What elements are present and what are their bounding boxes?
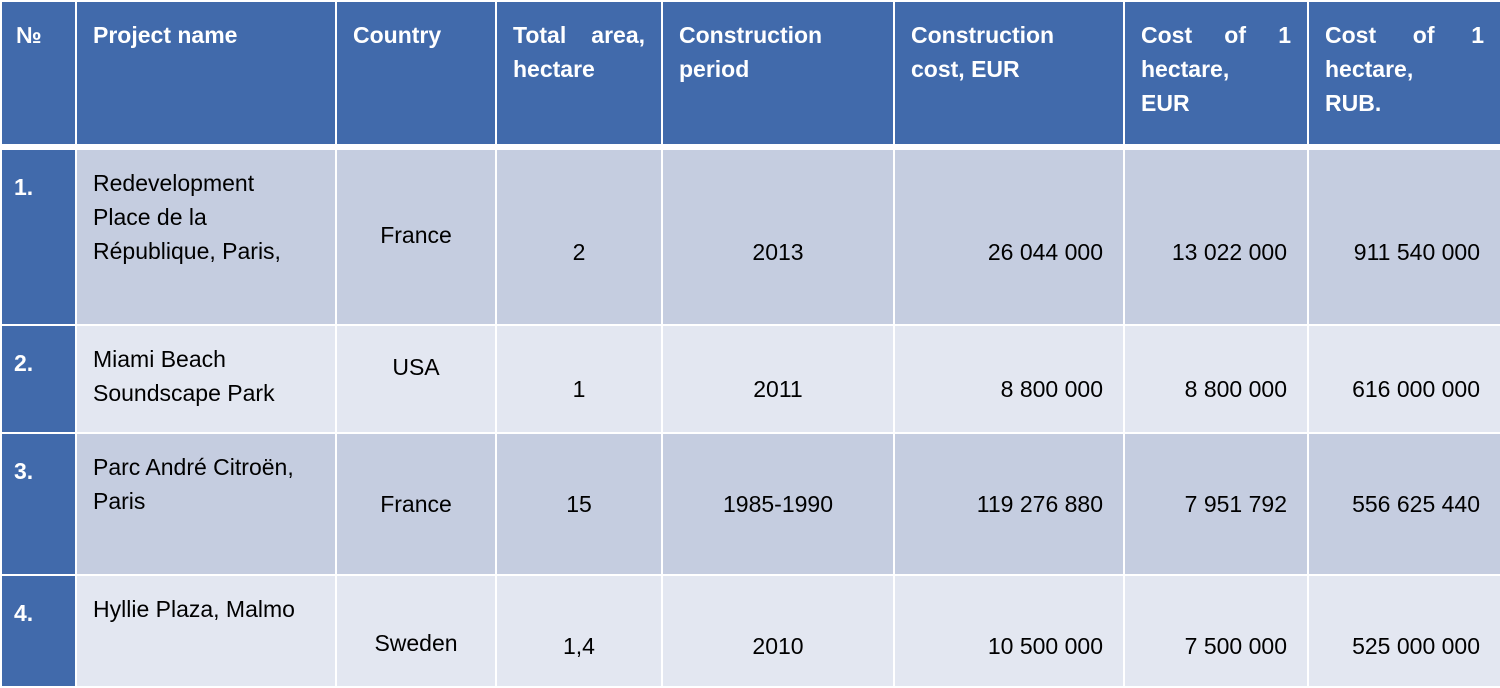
project-name-line: Redevelopment [93, 170, 255, 196]
header-cost-eur-line: EUR [1141, 90, 1190, 116]
table-row: 2. Miami Beach Soundscape Park USA 1 201… [0, 324, 1500, 434]
total-area-cell: 2 [495, 146, 663, 326]
header-number: № [0, 0, 77, 148]
header-country: Country [335, 0, 497, 148]
total-area-cell: 1,4 [495, 574, 663, 688]
construction-cost-cell: 8 800 000 [893, 324, 1125, 434]
row-number: 2. [0, 324, 77, 434]
header-cost-per-hectare-rub: Cost of 1 hectare, RUB. [1307, 0, 1500, 148]
country-cell: France [335, 146, 497, 326]
header-cost-rub-line: hectare, [1325, 56, 1414, 82]
project-name-cell: Redevelopment Place de la République, Pa… [75, 146, 337, 326]
construction-period-cell: 2013 [661, 146, 895, 326]
row-number: 3. [0, 432, 77, 576]
cost-per-hectare-rub-cell: 556 625 440 [1307, 432, 1500, 576]
row-number: 4. [0, 574, 77, 688]
header-construction-cost-line: cost, EUR [911, 56, 1020, 82]
cost-per-hectare-eur-cell: 8 800 000 [1123, 324, 1309, 434]
project-name-cell: Hyllie Plaza, Malmo [75, 574, 337, 688]
header-cost-rub-line: Cost of 1 [1325, 22, 1484, 48]
project-name-cell: Miami Beach Soundscape Park [75, 324, 337, 434]
total-area-cell: 15 [495, 432, 663, 576]
header-construction-cost-line: Construction [911, 22, 1055, 48]
project-name-line: Place de la [93, 204, 207, 230]
project-name-line: Paris [93, 488, 146, 514]
cost-per-hectare-eur-cell: 7 951 792 [1123, 432, 1309, 576]
project-name-line: Parc André Citroën, [93, 454, 294, 480]
project-name-line: République, Paris, [93, 238, 281, 264]
country-cell: USA [335, 324, 497, 434]
country-cell: Sweden [335, 574, 497, 688]
header-cost-eur-line: Cost of 1 [1141, 22, 1291, 48]
header-row: № Project name Country Total area, hecta… [0, 0, 1500, 148]
header-cost-rub-line: RUB. [1325, 90, 1382, 116]
header-total-area-line: hectare [513, 56, 595, 82]
construction-cost-cell: 26 044 000 [893, 146, 1125, 326]
header-construction-period: Construction period [661, 0, 895, 148]
table-row: 3. Parc André Citroën, Paris France 15 1… [0, 432, 1500, 576]
header-project-name: Project name [75, 0, 337, 148]
header-construction-period-line: period [679, 56, 750, 82]
total-area-cell: 1 [495, 324, 663, 434]
header-cost-eur-line: hectare, [1141, 56, 1230, 82]
cost-per-hectare-eur-cell: 13 022 000 [1123, 146, 1309, 326]
cost-per-hectare-rub-cell: 616 000 000 [1307, 324, 1500, 434]
header-construction-period-line: Construction [679, 22, 823, 48]
row-number: 1. [0, 146, 77, 326]
project-name-line: Hyllie Plaza, Malmo [93, 596, 295, 622]
construction-cost-cell: 10 500 000 [893, 574, 1125, 688]
table-row: 1. Redevelopment Place de la République,… [0, 146, 1500, 326]
header-total-area: Total area, hectare [495, 0, 663, 148]
cost-per-hectare-rub-cell: 525 000 000 [1307, 574, 1500, 688]
construction-period-cell: 2010 [661, 574, 895, 688]
construction-period-cell: 2011 [661, 324, 895, 434]
project-name-line: Miami Beach [93, 346, 226, 372]
header-cost-per-hectare-eur: Cost of 1 hectare, EUR [1123, 0, 1309, 148]
project-name-cell: Parc André Citroën, Paris [75, 432, 337, 576]
cost-per-hectare-eur-cell: 7 500 000 [1123, 574, 1309, 688]
table-row: 4. Hyllie Plaza, Malmo Sweden 1,4 2010 1… [0, 574, 1500, 688]
header-construction-cost: Construction cost, EUR [893, 0, 1125, 148]
construction-cost-cell: 119 276 880 [893, 432, 1125, 576]
header-total-area-line: Total area, [513, 22, 645, 48]
country-cell: France [335, 432, 497, 576]
construction-period-cell: 1985-1990 [661, 432, 895, 576]
cost-per-hectare-rub-cell: 911 540 000 [1307, 146, 1500, 326]
project-name-line: Soundscape Park [93, 380, 275, 406]
